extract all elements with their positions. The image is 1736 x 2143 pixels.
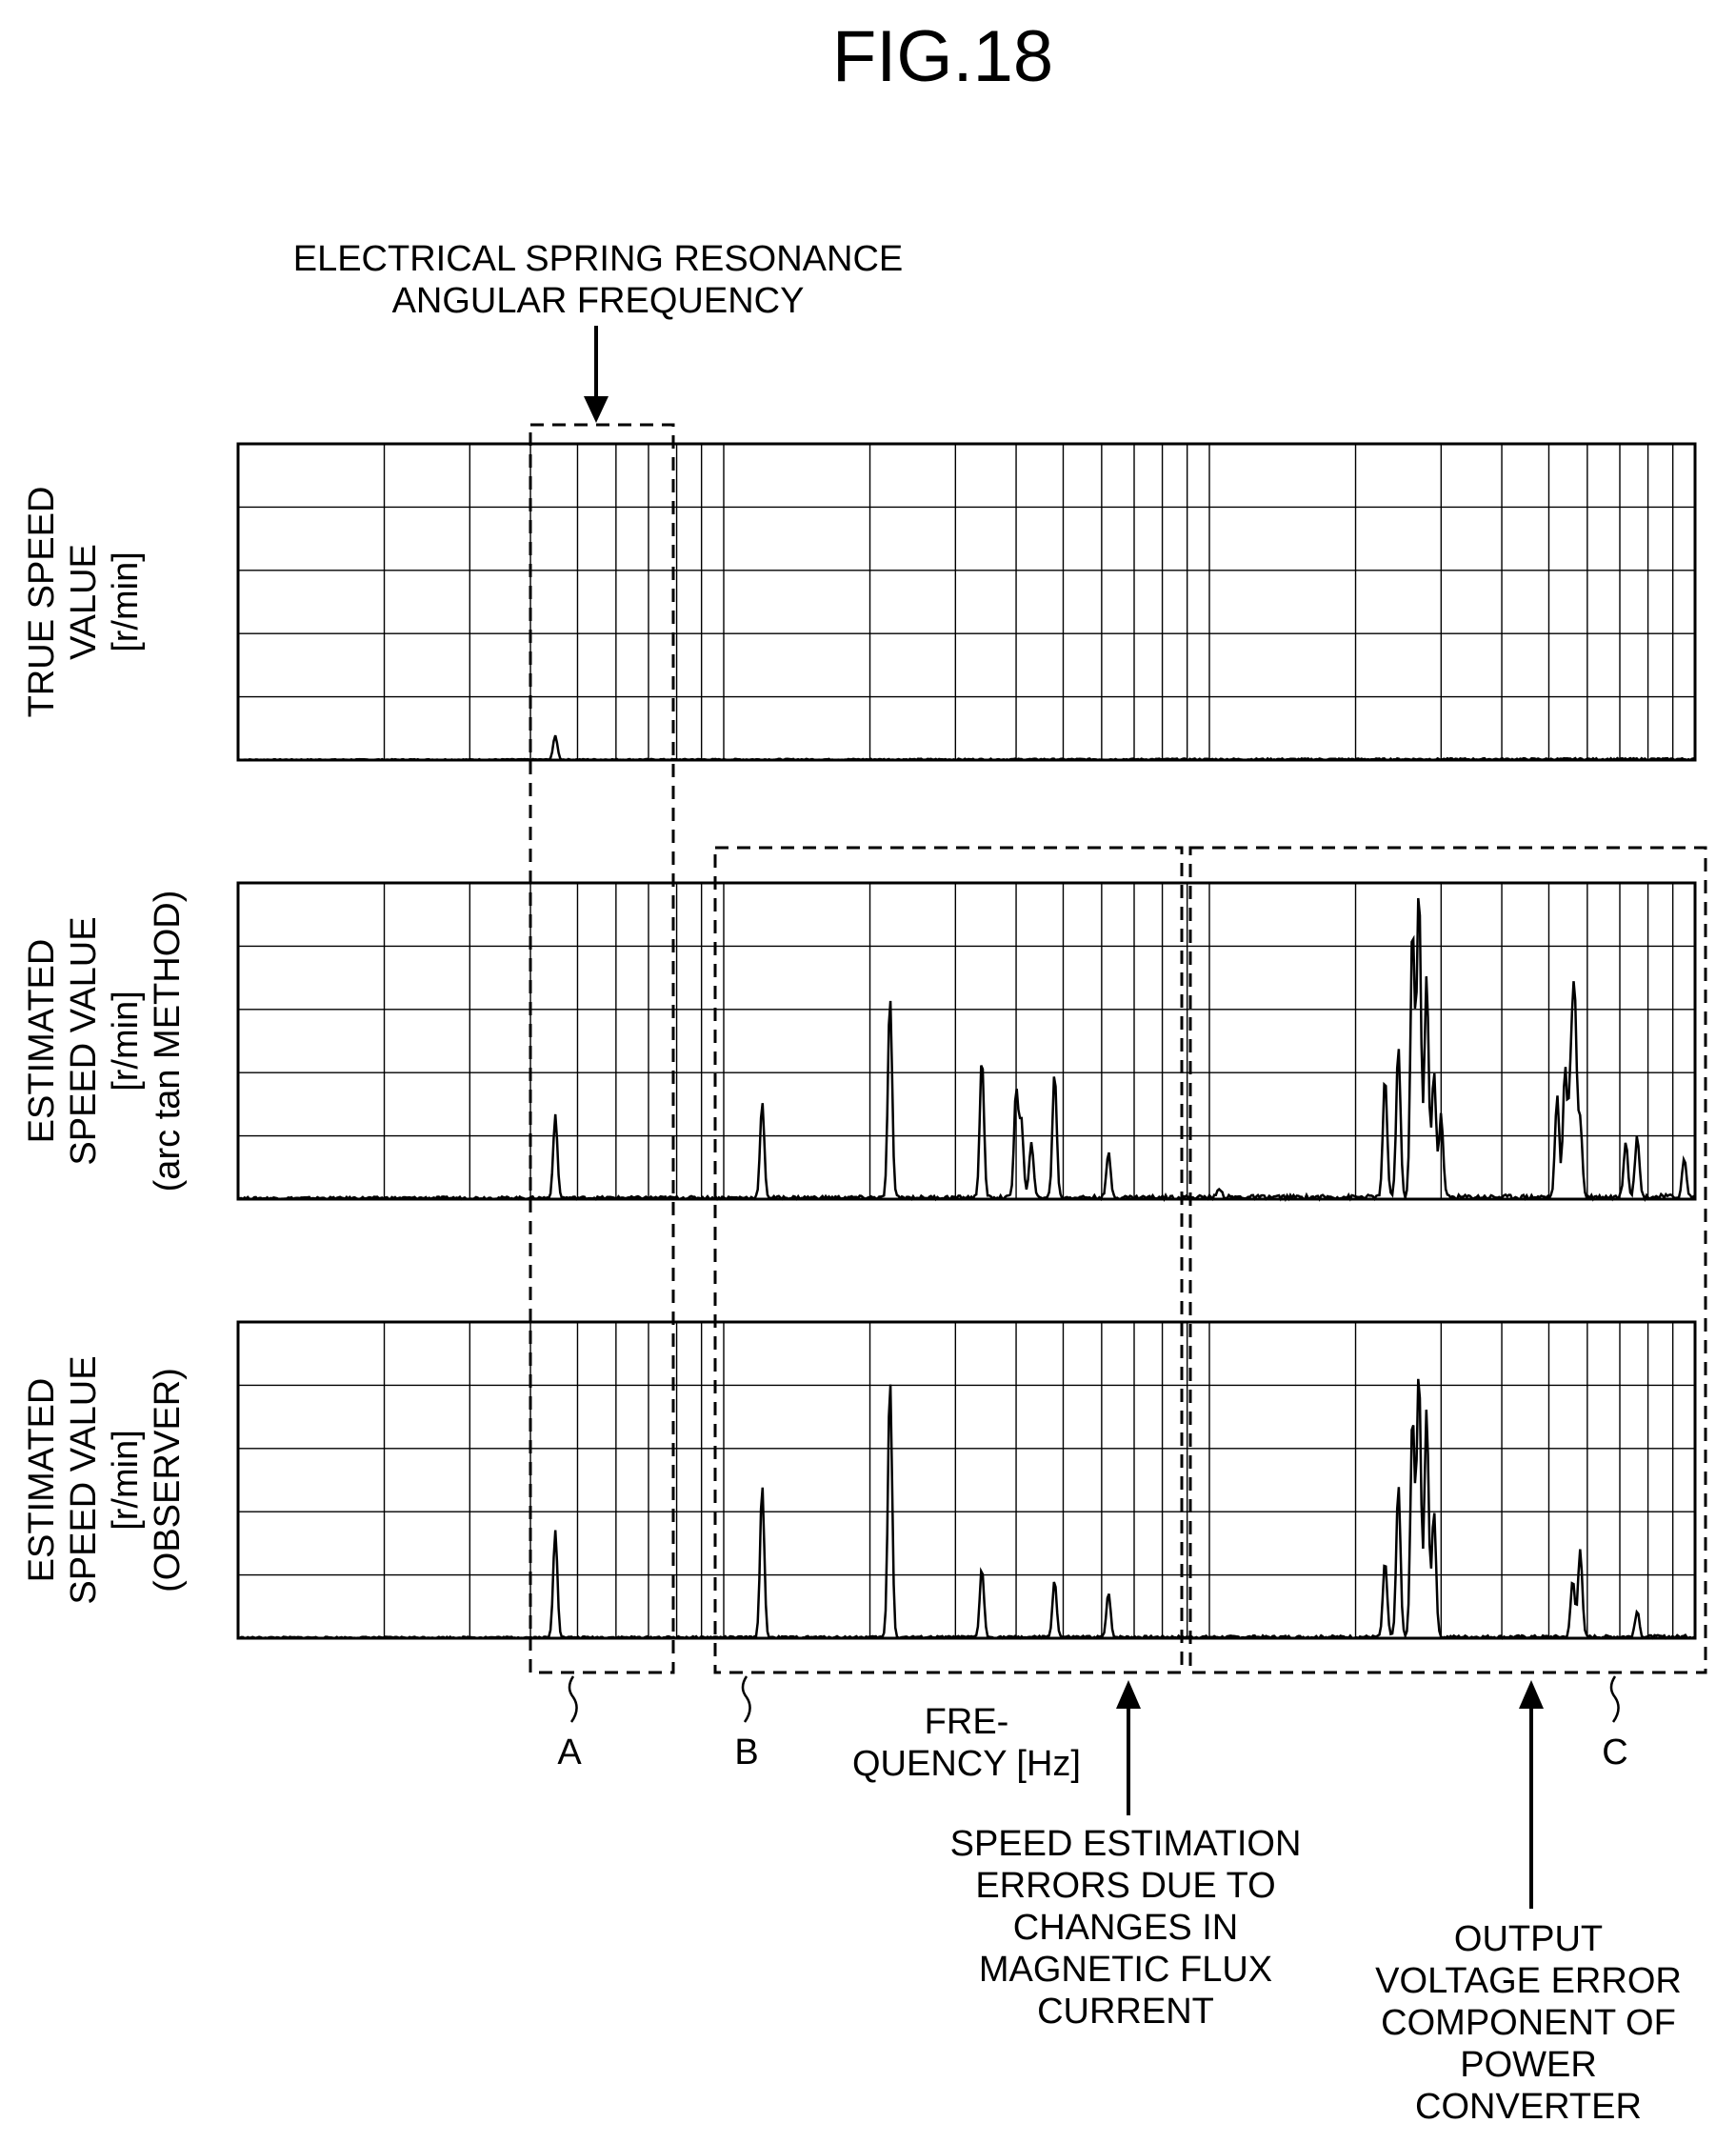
true-speed-trace (238, 734, 1696, 762)
panel-observer-ylabel-4: (OBSERVER) (148, 1368, 188, 1592)
x-axis-label-line-2: QUENCY [Hz] (852, 1744, 1081, 1784)
resonance-label-line-1: ELECTRICAL SPRING RESONANCE (293, 239, 904, 279)
panel-observer-ylabel-2: SPEED VALUE (64, 1355, 104, 1604)
panel-observer-estimate-frame (236, 1320, 1697, 1640)
panel-observer-ylabel-1: ESTIMATED (22, 1378, 62, 1583)
panel-arctan-estimate: ESTIMATED SPEED VALUE [r/min] (arc tan M… (22, 881, 1697, 1203)
region-c-leader (1609, 1675, 1620, 1723)
region-b-leader (741, 1675, 751, 1723)
panel-observer-ylabel-3: [r/min] (106, 1430, 146, 1531)
voltage-label-line-3: COMPONENT OF (1381, 2003, 1676, 2043)
panel-arctan-ylabel-2: SPEED VALUE (64, 916, 104, 1165)
panel-true-speed: TRUE SPEED VALUE [r/min] (22, 442, 1697, 762)
resonance-label-line-2: ANGULAR FREQUENCY (392, 281, 805, 321)
voltage-label-line-4: POWER (1460, 2045, 1597, 2085)
region-c-box (1188, 846, 1707, 1674)
region-b-box (713, 846, 1184, 1674)
voltage-arrow-head (1519, 1680, 1544, 1709)
figure-title: FIG.18 (832, 16, 1053, 97)
flux-label-line-3: CHANGES IN (1013, 1908, 1238, 1948)
resonance-arrow-head (584, 396, 609, 423)
flux-arrow-head (1116, 1680, 1141, 1709)
region-a-letter: A (557, 1732, 582, 1772)
region-c-letter: C (1602, 1732, 1627, 1772)
panel-arctan-ylabel-3: [r/min] (106, 991, 146, 1092)
region-b-letter: B (734, 1732, 758, 1772)
arctan-estimate-trace (237, 897, 1696, 1203)
flux-label-line-1: SPEED ESTIMATION (950, 1824, 1302, 1864)
panel-arctan-estimate-grid (238, 883, 1695, 1199)
panel-observer-estimate: ESTIMATED SPEED VALUE [r/min] (OBSERVER) (22, 1320, 1697, 1640)
panel-arctan-estimate-frame (236, 881, 1697, 1201)
flux-label-line-4: MAGNETIC FLUX (979, 1950, 1272, 1990)
panel-arctan-ylabel-1: ESTIMATED (22, 939, 62, 1144)
x-axis-label-line-1: FRE- (925, 1702, 1009, 1742)
voltage-label-line-1: OUTPUT (1454, 1919, 1603, 1959)
voltage-label-line-2: VOLTAGE ERROR (1375, 1961, 1682, 2001)
panel-observer-estimate-grid (238, 1322, 1695, 1638)
panel-true-speed-ylabel-1: TRUE SPEED (22, 487, 62, 718)
flux-label-line-2: ERRORS DUE TO (975, 1866, 1275, 1906)
panel-true-speed-frame (236, 442, 1697, 762)
region-a-box (529, 423, 675, 1674)
observer-estimate-trace (237, 1378, 1696, 1640)
voltage-label-line-5: CONVERTER (1415, 2087, 1642, 2127)
panel-arctan-ylabel-4: (arc tan METHOD) (148, 891, 188, 1192)
region-a-leader (568, 1675, 578, 1723)
flux-label-line-5: CURRENT (1037, 1992, 1214, 2032)
panel-true-speed-ylabel-3: [r/min] (106, 551, 146, 652)
panel-true-speed-grid (238, 444, 1695, 760)
panel-true-speed-ylabel-2: VALUE (64, 544, 104, 660)
